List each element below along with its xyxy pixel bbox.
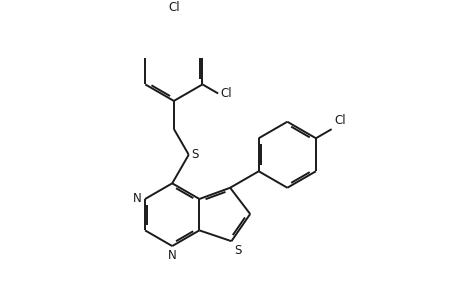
Text: Cl: Cl — [333, 114, 345, 127]
Text: Cl: Cl — [220, 87, 232, 100]
Text: N: N — [168, 248, 176, 262]
Text: S: S — [234, 244, 241, 257]
Text: Cl: Cl — [168, 1, 179, 14]
Text: N: N — [133, 193, 141, 206]
Text: S: S — [191, 148, 198, 161]
